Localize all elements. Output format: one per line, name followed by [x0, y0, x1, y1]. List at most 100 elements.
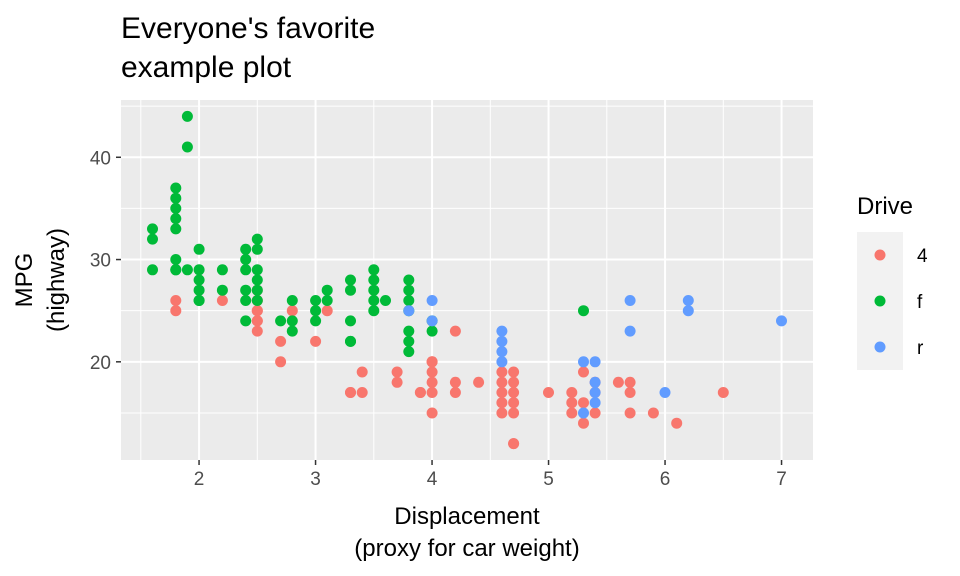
data-point-drive-f	[216, 264, 228, 276]
data-point-drive-f	[193, 295, 205, 306]
data-point-drive-r	[496, 335, 508, 347]
data-point-drive-4	[589, 407, 601, 419]
data-point-drive-f	[310, 295, 322, 306]
data-point-drive-f	[240, 315, 252, 327]
data-point-drive-4	[496, 376, 508, 388]
data-point-drive-r	[426, 295, 438, 306]
y-axis-title-line-2: (highway)	[43, 228, 70, 332]
data-point-drive-4	[426, 407, 438, 419]
data-point-drive-4	[310, 335, 322, 347]
data-point-drive-f	[403, 346, 415, 358]
x-tick-label: 3	[310, 469, 321, 490]
data-point-drive-f	[321, 295, 333, 306]
data-point-drive-r	[589, 376, 601, 388]
data-point-drive-4	[566, 387, 578, 398]
data-point-drive-4	[508, 397, 520, 409]
data-point-drive-4	[578, 397, 589, 409]
data-point-drive-f	[286, 315, 298, 327]
legend-label-f: f	[917, 292, 923, 313]
data-point-drive-r	[682, 295, 694, 306]
data-point-drive-f	[403, 335, 415, 347]
x-tick-label: 4	[427, 469, 438, 490]
data-point-drive-4	[496, 366, 508, 378]
data-point-drive-4	[345, 387, 356, 398]
data-point-drive-4	[566, 407, 578, 419]
data-point-drive-f	[345, 284, 356, 296]
data-point-drive-f	[240, 284, 252, 296]
data-point-drive-4	[449, 387, 461, 398]
data-point-drive-4	[321, 305, 333, 317]
data-point-drive-f	[251, 284, 263, 296]
data-point-drive-f	[286, 295, 298, 306]
plot-panel	[121, 100, 813, 460]
data-point-drive-f	[170, 254, 182, 265]
y-tick-label: 40	[90, 148, 111, 169]
x-tick-label: 2	[194, 469, 205, 490]
data-point-drive-4	[624, 376, 636, 388]
data-point-drive-4	[275, 356, 287, 368]
data-point-drive-4	[717, 387, 729, 398]
data-point-drive-4	[170, 295, 182, 306]
data-point-drive-4	[473, 376, 485, 388]
data-point-drive-4	[251, 305, 263, 317]
data-point-drive-4	[356, 387, 368, 398]
data-point-drive-f	[403, 325, 415, 337]
data-point-drive-f	[368, 305, 380, 317]
data-point-drive-4	[624, 387, 636, 398]
data-point-drive-4	[496, 407, 508, 419]
data-point-drive-4	[426, 387, 438, 398]
data-point-drive-f	[368, 274, 380, 286]
data-point-drive-r	[589, 356, 601, 368]
x-axis-title: Displacement (proxy for car weight)	[354, 503, 579, 562]
y-tick-label: 20	[90, 353, 111, 374]
data-point-drive-4	[216, 295, 228, 306]
legend-label-4: 4	[917, 246, 928, 267]
data-point-drive-4	[496, 397, 508, 409]
data-point-drive-r	[682, 305, 694, 317]
data-point-drive-r	[496, 356, 508, 368]
data-point-drive-4	[671, 417, 683, 429]
data-point-drive-4	[251, 315, 263, 327]
data-point-drive-f	[193, 284, 205, 296]
data-point-drive-f	[368, 284, 380, 296]
data-point-drive-4	[449, 325, 461, 337]
gridlines	[121, 100, 813, 460]
data-point-drive-4	[578, 417, 589, 429]
data-point-drive-4	[286, 305, 298, 317]
data-point-drive-4	[508, 438, 520, 450]
data-point-drive-f	[216, 284, 228, 296]
data-point-drive-f	[170, 223, 182, 235]
data-point-drive-r	[496, 325, 508, 337]
data-point-drive-f	[240, 243, 252, 255]
data-point-drive-r	[578, 356, 589, 368]
y-axis-title-line-1: MPG	[11, 253, 38, 308]
data-point-drive-4	[414, 387, 426, 398]
data-point-drive-4	[170, 305, 182, 317]
data-point-drive-f	[193, 243, 205, 255]
data-point-drive-f	[147, 264, 158, 276]
data-point-drive-4	[578, 366, 589, 378]
data-point-drive-f	[170, 202, 182, 214]
data-point-drive-4	[275, 335, 287, 347]
data-point-drive-r	[624, 325, 636, 337]
data-point-drive-r	[578, 407, 589, 419]
data-point-drive-4	[543, 387, 554, 398]
title-line-1: Everyone's favorite	[121, 12, 375, 45]
data-point-drive-4	[624, 407, 636, 419]
data-point-drive-f	[345, 274, 356, 286]
data-point-drive-f	[403, 284, 415, 296]
data-point-drive-f	[147, 233, 158, 245]
data-point-drive-4	[508, 376, 520, 388]
x-axis-title-line-1: Displacement	[394, 503, 540, 530]
data-points	[147, 110, 787, 450]
y-tick-label: 30	[90, 251, 111, 272]
data-point-drive-4	[612, 376, 624, 388]
data-point-drive-f	[578, 305, 589, 317]
data-point-drive-f	[240, 264, 252, 276]
data-point-drive-f	[193, 264, 205, 276]
x-tick-label: 6	[660, 469, 671, 490]
x-tick-label: 7	[776, 469, 787, 490]
data-point-drive-4	[508, 387, 520, 398]
y-axis: 20 30 40	[90, 148, 121, 374]
data-point-drive-f	[321, 284, 333, 296]
